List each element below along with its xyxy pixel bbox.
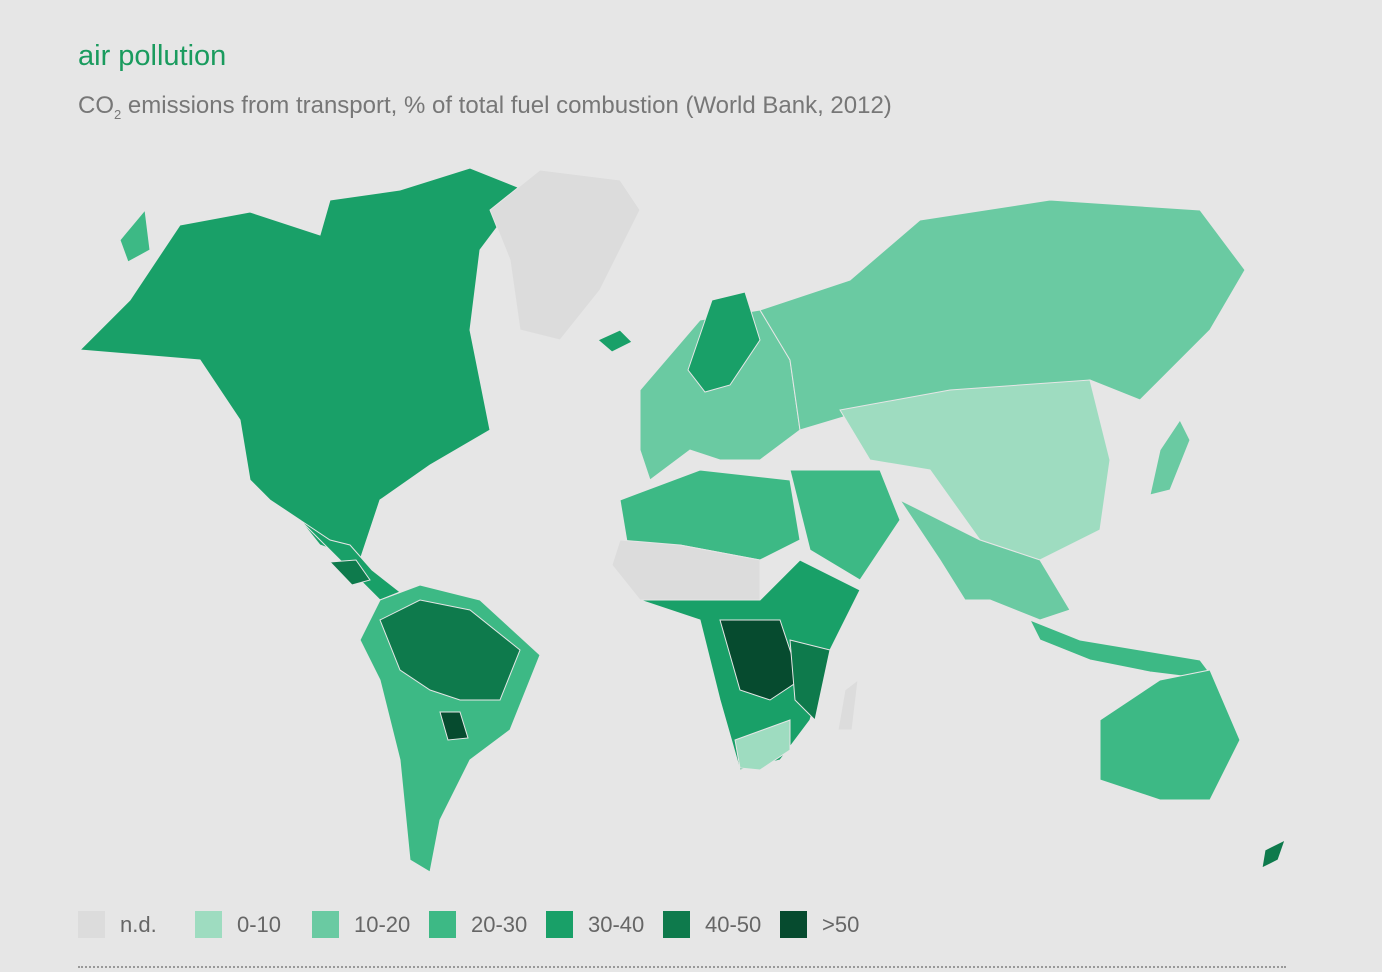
legend-label: >50 xyxy=(822,911,860,937)
alaska-west xyxy=(119,208,151,263)
title: air pollution xyxy=(78,40,227,72)
legend-swatch xyxy=(195,911,222,938)
iceland xyxy=(597,329,633,353)
legend-swatch xyxy=(546,911,573,938)
subtitle: CO2 emissions from transport, % of total… xyxy=(78,92,892,122)
legend-label: 40-50 xyxy=(705,911,762,937)
legend-label: 0-10 xyxy=(237,911,282,937)
southern-africa xyxy=(734,719,791,771)
legend: n.d. 0-10 10-20 20-30 30-40 40-50 >50 xyxy=(78,911,897,938)
legend-swatch xyxy=(78,911,105,938)
new-zealand xyxy=(1261,839,1286,869)
legend-label: n.d. xyxy=(120,911,157,937)
legend-item: 40-50 xyxy=(663,911,780,938)
legend-label: 30-40 xyxy=(588,911,645,937)
legend-label: 10-20 xyxy=(354,911,411,937)
south-asia xyxy=(898,498,1071,621)
middle-east xyxy=(789,469,901,581)
legend-item: 10-20 xyxy=(312,911,429,938)
south-america-dark xyxy=(379,599,521,701)
legend-item: 30-40 xyxy=(546,911,663,938)
legend-item: >50 xyxy=(780,911,897,938)
legend-swatch xyxy=(663,911,690,938)
legend-item: 0-10 xyxy=(195,911,312,938)
central-africa xyxy=(719,619,801,701)
subtitle-subscript: 2 xyxy=(114,107,122,122)
china-central-asia xyxy=(839,379,1111,561)
legend-swatch xyxy=(312,911,339,938)
north-america xyxy=(78,167,526,561)
world-map xyxy=(78,167,1286,873)
subtitle-text: emissions from transport, % of total fue… xyxy=(121,92,892,119)
scandinavia xyxy=(687,291,761,393)
east-africa xyxy=(789,639,831,722)
southeast-asia xyxy=(1028,619,1217,681)
greenland xyxy=(489,169,641,341)
legend-item: 20-30 xyxy=(429,911,546,938)
legend-swatch xyxy=(429,911,456,938)
legend-label: 20-30 xyxy=(471,911,528,937)
australia xyxy=(1099,669,1241,801)
japan xyxy=(1149,419,1191,496)
madagascar xyxy=(837,678,859,731)
russia xyxy=(759,199,1246,431)
divider xyxy=(78,966,1286,968)
subtitle-prefix: CO xyxy=(78,92,114,119)
paraguay xyxy=(439,711,469,741)
legend-item: n.d. xyxy=(78,911,195,938)
legend-swatch xyxy=(780,911,807,938)
central-america-dark xyxy=(328,559,371,586)
